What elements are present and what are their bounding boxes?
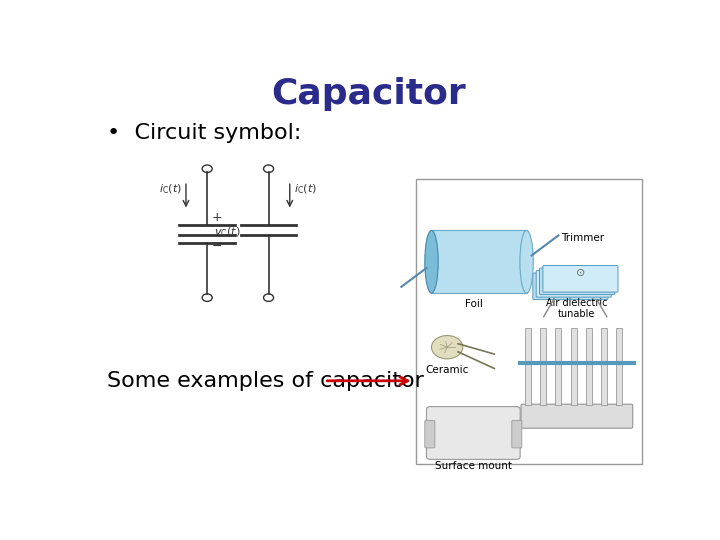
FancyBboxPatch shape bbox=[512, 421, 522, 448]
Bar bbox=[416, 179, 642, 464]
Ellipse shape bbox=[425, 231, 438, 293]
FancyBboxPatch shape bbox=[533, 273, 608, 300]
FancyBboxPatch shape bbox=[539, 268, 615, 295]
Text: $v_{\mathrm{C}}(t)$: $v_{\mathrm{C}}(t)$ bbox=[214, 226, 240, 239]
Text: Foil: Foil bbox=[464, 299, 482, 309]
Bar bbox=[571, 328, 577, 406]
Text: •  Circuit symbol:: • Circuit symbol: bbox=[107, 123, 301, 143]
Text: ⊙: ⊙ bbox=[576, 268, 585, 278]
Text: Trimmer: Trimmer bbox=[561, 233, 604, 244]
FancyBboxPatch shape bbox=[543, 266, 618, 292]
Bar bbox=[525, 328, 531, 406]
Text: Air dielectric
tunable: Air dielectric tunable bbox=[546, 298, 608, 319]
Text: Capacitor: Capacitor bbox=[271, 77, 467, 111]
Bar bbox=[586, 328, 592, 406]
Bar bbox=[540, 328, 546, 406]
Text: +: + bbox=[212, 211, 222, 224]
FancyBboxPatch shape bbox=[521, 404, 633, 428]
Text: Some examples of capacitor: Some examples of capacitor bbox=[107, 371, 423, 391]
FancyBboxPatch shape bbox=[536, 271, 611, 297]
Bar bbox=[555, 328, 562, 406]
FancyBboxPatch shape bbox=[425, 421, 435, 448]
Ellipse shape bbox=[520, 231, 534, 293]
Bar bbox=[431, 231, 526, 293]
Bar bbox=[601, 328, 607, 406]
Text: −: − bbox=[212, 240, 222, 253]
FancyBboxPatch shape bbox=[426, 407, 520, 460]
Text: Ceramic: Ceramic bbox=[426, 365, 469, 375]
Bar bbox=[616, 328, 622, 406]
Text: $i_{\mathrm{C}}(t)$: $i_{\mathrm{C}}(t)$ bbox=[158, 183, 181, 197]
Text: Surface mount: Surface mount bbox=[435, 462, 512, 471]
Text: $i_{\mathrm{C}}(t)$: $i_{\mathrm{C}}(t)$ bbox=[294, 183, 318, 197]
Circle shape bbox=[431, 335, 463, 359]
